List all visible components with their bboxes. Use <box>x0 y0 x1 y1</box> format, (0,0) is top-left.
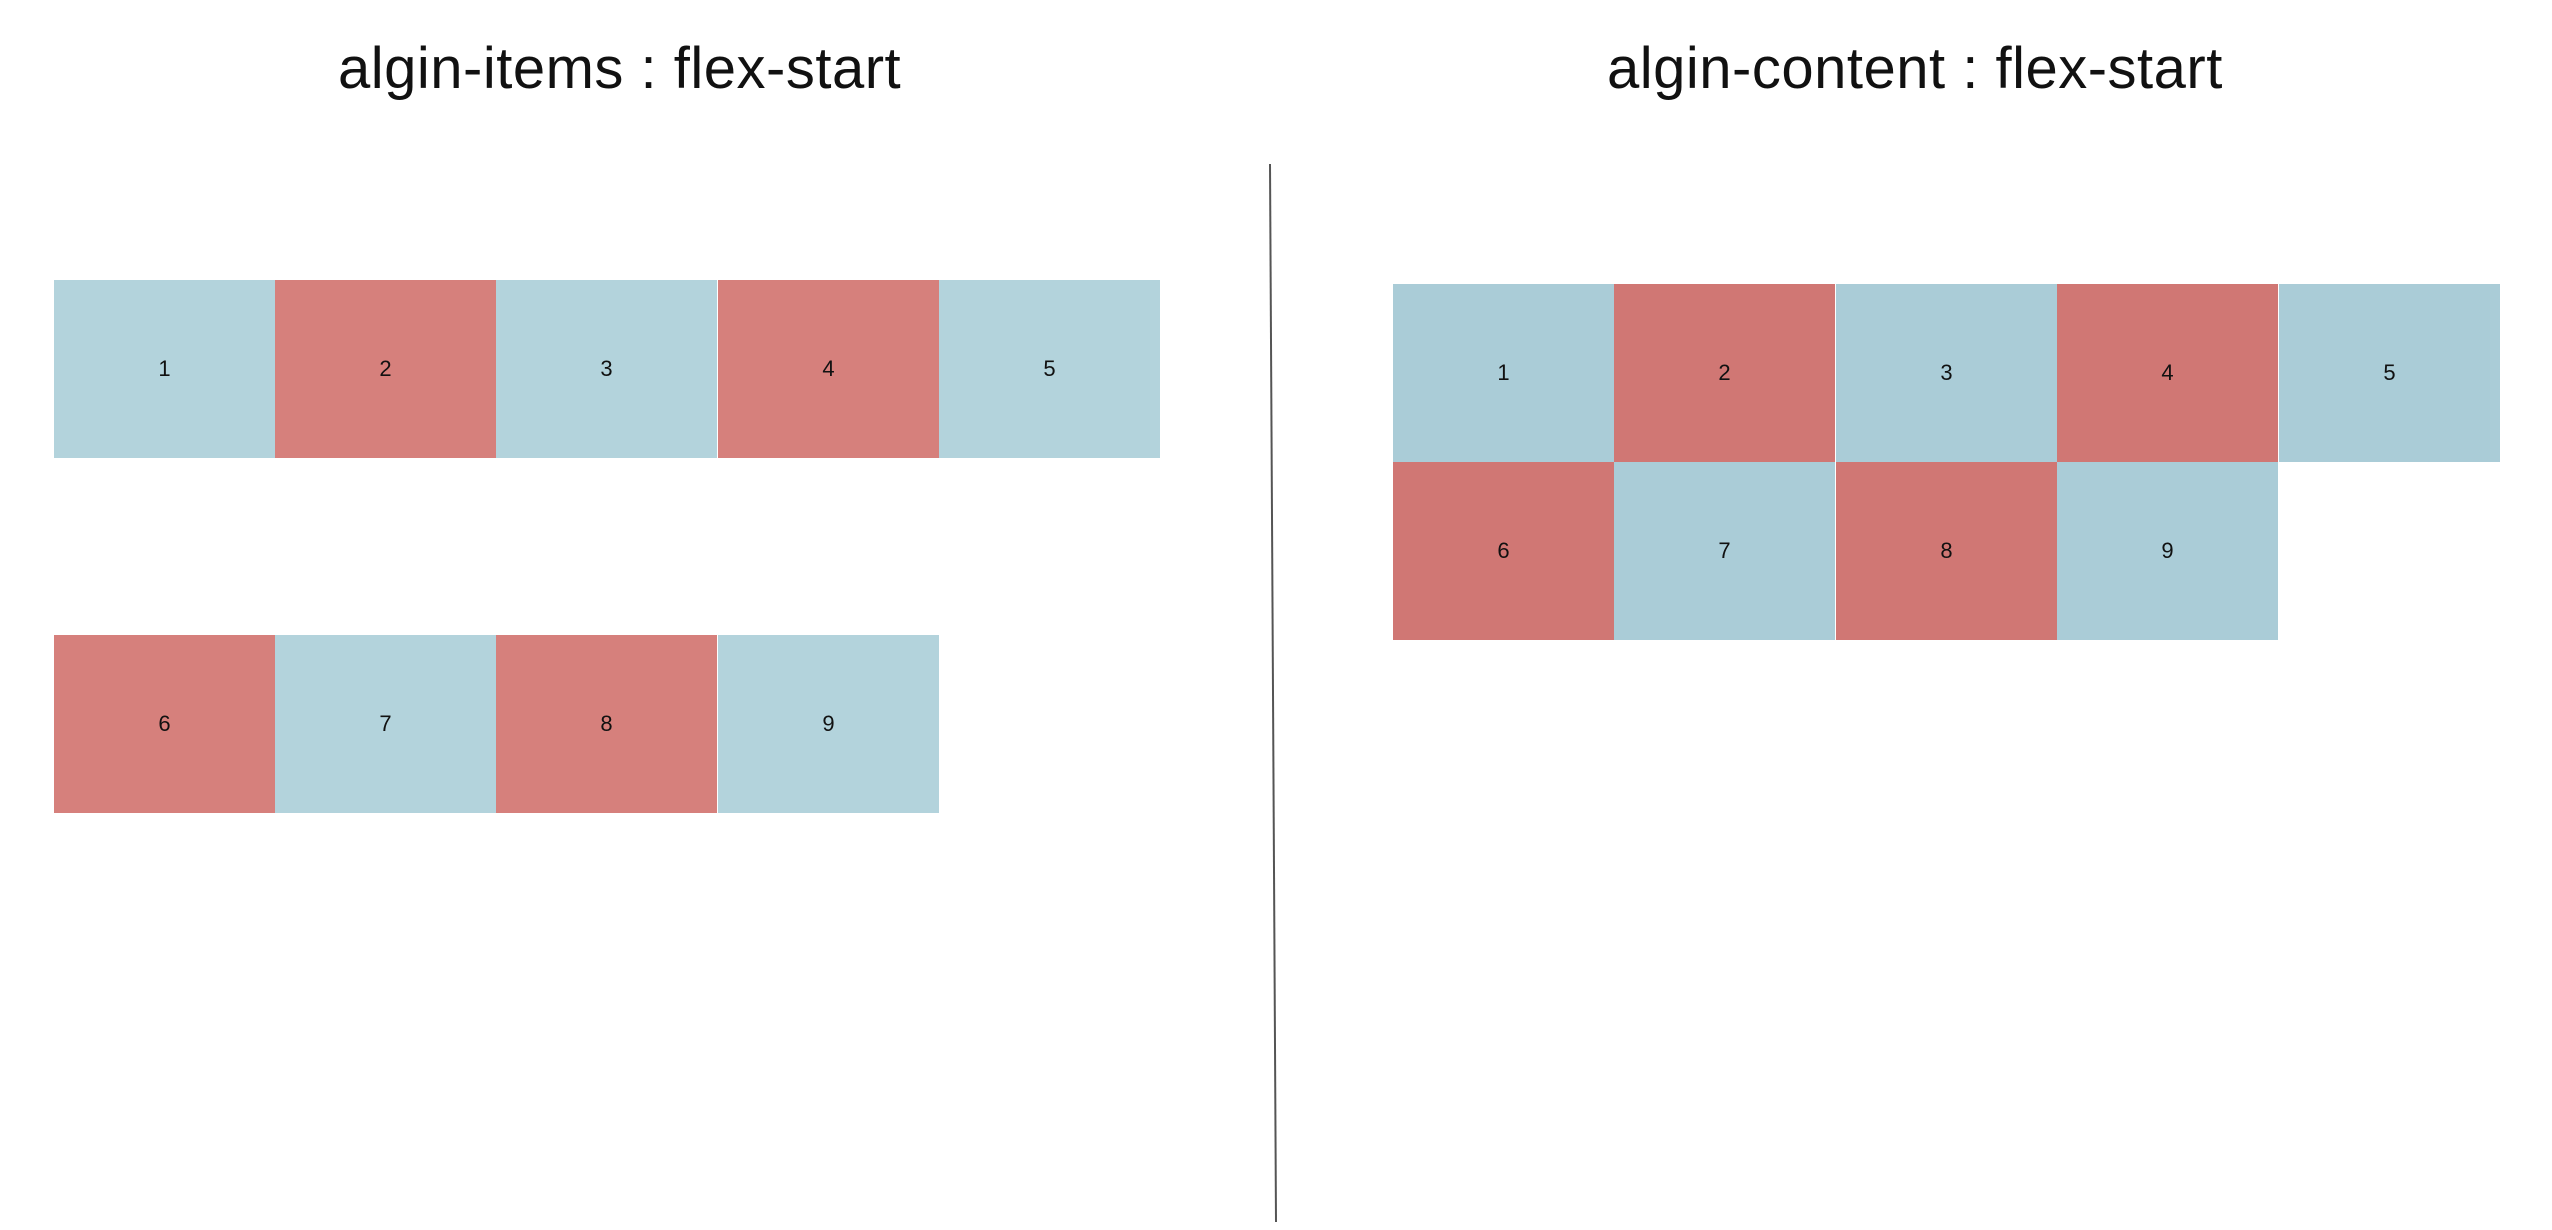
flex-item-1: 1 <box>54 280 275 458</box>
flex-item-6: 6 <box>1393 462 1614 640</box>
flex-item-9: 9 <box>718 635 939 813</box>
flex-item-4: 4 <box>718 280 939 458</box>
left-panel-title: algin-items : flex-start <box>338 36 902 101</box>
flex-item-7: 7 <box>1614 462 1835 640</box>
flex-item-3: 3 <box>496 280 717 458</box>
flex-item-4: 4 <box>2057 284 2278 462</box>
flex-item-7: 7 <box>275 635 496 813</box>
flex-item-8: 8 <box>1836 462 2057 640</box>
flex-item-1: 1 <box>1393 284 1614 462</box>
flex-item-5: 5 <box>939 280 1160 458</box>
flex-item-8: 8 <box>496 635 717 813</box>
flex-item-2: 2 <box>1614 284 1835 462</box>
flex-item-3: 3 <box>1836 284 2057 462</box>
flex-item-5: 5 <box>2279 284 2500 462</box>
flex-item-6: 6 <box>54 635 275 813</box>
flex-item-9: 9 <box>2057 462 2278 640</box>
right-panel-title: algin-content : flex-start <box>1607 36 2223 101</box>
flex-item-2: 2 <box>275 280 496 458</box>
